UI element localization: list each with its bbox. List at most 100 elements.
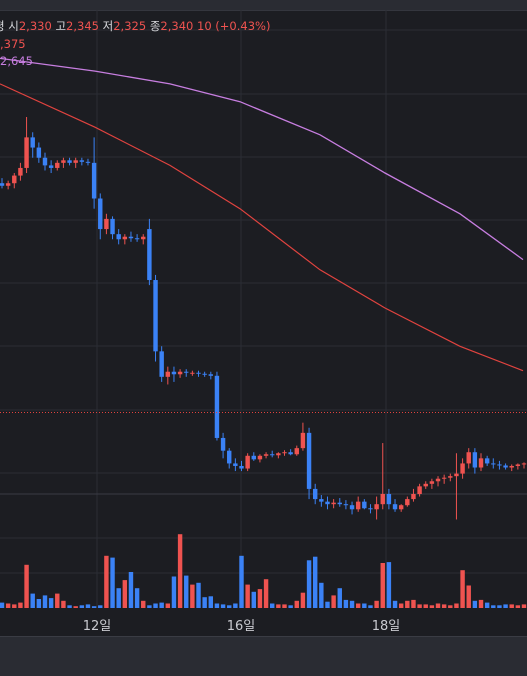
volume-bar [202,597,207,608]
candle-body [202,373,207,375]
change-value: 10 (+0.43%) [197,19,271,33]
high-value: 2,345 [66,19,99,33]
candle-body [294,448,299,455]
candle-body [12,175,17,184]
volume-bar [61,600,66,608]
close-label: 종 [149,19,161,33]
candle-body [147,229,152,281]
volume-bar [398,603,404,608]
volume-bar [448,605,453,608]
candle-body [521,463,527,465]
candle-body [128,236,134,239]
volume-bar [98,605,103,608]
candle-body [343,504,349,506]
bottom-toolbar [0,636,527,676]
volume-bar [478,599,484,608]
volume-bar [55,593,60,608]
candle-body [306,432,312,489]
volume-bar [12,604,17,608]
volume-bar [263,579,269,608]
volume-bar [0,602,5,608]
open-value: 2,330 [18,19,52,33]
candle-body [460,463,465,474]
candle-body [0,183,5,186]
candle-body [503,465,508,468]
volume-bar [288,605,293,608]
volume-bar [282,604,287,608]
volume-bar [24,564,29,608]
volume-bar [110,557,115,608]
candle-body [263,454,269,456]
candle-body [104,218,109,230]
candle-body [177,371,183,375]
volume-bar [374,600,379,608]
volume-bar [368,605,373,608]
candle-body [374,504,379,510]
candle-body [208,374,214,376]
candle-body [48,165,54,168]
candle-body [380,494,385,505]
volume-bar [251,591,256,608]
candle-body [18,167,23,176]
volume-bar [245,584,250,608]
volume-bar [319,582,324,608]
volume-bar [380,563,385,608]
candle-body [405,499,410,506]
candle-body [91,162,97,199]
price-candles [0,116,527,520]
volume-bar [147,605,152,608]
candle-body [417,486,422,494]
candle-body [257,455,263,460]
candle-body [429,481,435,484]
volume-bar [386,562,392,608]
candle-body [478,458,484,468]
candle-body [73,160,78,163]
volume-bar [435,603,441,608]
volume-bar [36,599,42,608]
candle-body [116,234,121,240]
volume-bar [429,605,435,608]
candle-body [386,494,392,505]
ohlc-legend: 평 시2,330 고2,345 저2,325 종2,340 10 (+0.43%… [0,18,270,34]
volume-bar [460,570,465,608]
candle-body [55,162,60,168]
volume-bar [270,603,275,608]
candle-body [368,508,373,510]
volume-bar [134,588,140,608]
candle-body [392,504,398,510]
x-tick-label: 12일 [83,619,112,634]
volume-bar [220,604,226,608]
candle-body [300,432,306,449]
volume-bar [153,603,158,608]
volume-bar [521,604,527,608]
volume-bar [159,602,164,608]
top-toolbar [0,0,527,11]
candle-body [497,464,502,466]
volume-bar [515,605,521,608]
candle-body [165,371,171,377]
volume-bar [491,605,496,608]
volume-bar [91,606,97,608]
x-tick-label: 16일 [227,619,256,634]
ohlc-prefix: 평 [0,19,5,33]
volume-bar [454,603,459,608]
candle-body [61,160,66,163]
x-axis-labels: 12일 16일 18일 [83,619,401,634]
candle-body [5,183,11,186]
ma-long-line [0,57,524,261]
candle-body [42,157,48,166]
volume-bar [497,605,502,608]
volume-bar [466,585,471,608]
volume-bar [417,604,422,608]
volume-bar [349,600,355,608]
candle-body [153,280,158,352]
volume-bar [509,604,514,608]
candle-body [245,455,250,469]
volume-bar [233,603,238,608]
volume-bar [42,595,48,608]
chart-grid [0,10,527,608]
candle-body [270,454,275,456]
volume-bar [196,582,201,608]
candle-body [141,236,146,240]
candlestick-chart[interactable]: 12일 16일 18일 [0,0,527,636]
